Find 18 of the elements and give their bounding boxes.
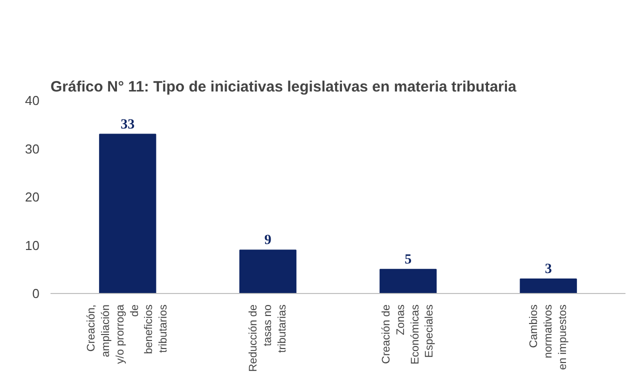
chart-title: Gráfico N° 11: Tipo de iniciativas legislativas en materia tributaria	[50, 78, 518, 96]
bar	[99, 134, 156, 294]
bar	[239, 250, 296, 294]
bar	[380, 268, 437, 294]
data-label: 3	[544, 262, 552, 278]
x-tick-label: Creación de Zonas Económicas Especiales	[380, 304, 436, 364]
bar	[520, 278, 577, 294]
data-label: 33	[120, 117, 135, 132]
x-tick-label: Cambios normativos en impuestos	[528, 304, 569, 370]
y-tick-label: 40	[25, 93, 40, 108]
y-tick-label: 0	[32, 286, 40, 301]
y-tick-label: 10	[25, 238, 40, 253]
y-tick-label: 20	[25, 190, 40, 204]
data-label: 9	[264, 233, 272, 248]
y-tick-label: 30	[25, 141, 40, 156]
data-label: 5	[404, 252, 412, 268]
x-tick-label: Creación, ampliación y/o prorroga de beneficios tributarios	[86, 304, 170, 364]
x-tick-label: Reducción de tasas no tributarias	[247, 304, 288, 372]
